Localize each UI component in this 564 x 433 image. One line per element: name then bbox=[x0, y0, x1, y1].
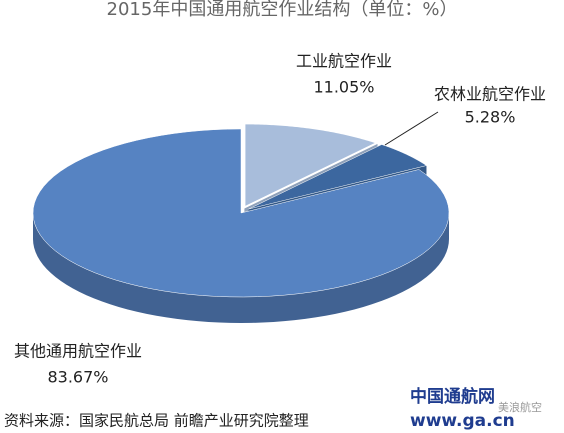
slice-label: 工业航空作业 bbox=[296, 52, 392, 71]
chart-title: 2015年中国通用航空作业结构（单位：%） bbox=[107, 0, 458, 20]
pie-slice bbox=[32, 128, 450, 298]
watermark: 美浪航空 bbox=[498, 400, 542, 414]
slice-value: 5.28% bbox=[465, 108, 516, 127]
slice-label: 其他通用航空作业 bbox=[14, 342, 142, 361]
slice-side bbox=[33, 213, 449, 323]
watermark: 中国通航网 bbox=[410, 386, 495, 407]
pie-slice bbox=[248, 144, 428, 210]
slice-label: 农林业航空作业 bbox=[434, 85, 546, 104]
source-note: 资料来源：国家民航总局 前瞻产业研究院整理 bbox=[4, 412, 309, 430]
slice-value: 11.05% bbox=[313, 78, 374, 97]
leader-line bbox=[384, 111, 439, 146]
pie bbox=[32, 122, 450, 323]
watermark: www.ga.cn bbox=[410, 411, 515, 431]
pie-slice bbox=[243, 122, 381, 209]
slice-value: 83.67% bbox=[47, 368, 108, 387]
